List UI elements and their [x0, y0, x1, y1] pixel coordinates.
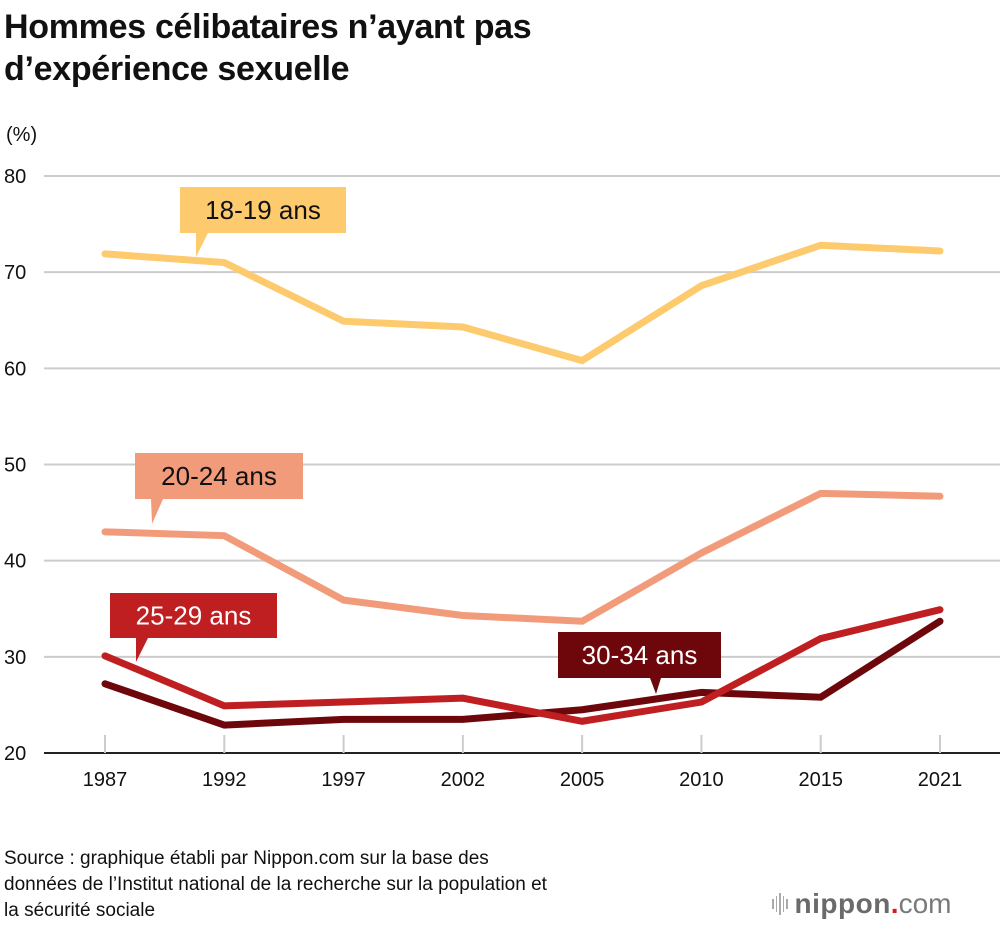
x-tick-label: 1997: [321, 769, 366, 791]
gridlines: [44, 175, 1000, 754]
series-label-18-19-ans: 18-19 ans: [180, 187, 346, 257]
y-tick-label: 40: [4, 551, 26, 573]
x-tick-label: 1987: [83, 769, 128, 791]
source-note: Source : graphique établi par Nippon.com…: [4, 846, 724, 924]
series-label-text: 18-19 ans: [205, 195, 321, 225]
series-label-30-34-ans: 30-34 ans: [558, 632, 721, 694]
series-line-18-19-ans: [101, 241, 944, 365]
logo-word: nippon: [794, 888, 891, 919]
series-label-text: 30-34 ans: [582, 640, 698, 670]
y-axis-unit-label: (%): [6, 124, 38, 146]
x-tick-label: 2021: [918, 769, 963, 791]
line-chart: 20 30 40 50 60 70 80 1987 1992 1997 2002 2005 2010 2…: [4, 166, 1000, 791]
x-tick-label: 1992: [202, 769, 247, 791]
y-tick-label: 50: [4, 455, 26, 477]
y-tick-label: 60: [4, 358, 26, 380]
series-line-20-24-ans: [101, 489, 944, 625]
series-line-25-29-ans: [101, 606, 944, 725]
logo-com: com: [898, 888, 952, 919]
y-tick-label: 70: [4, 262, 26, 284]
y-tick-label: 80: [4, 166, 26, 188]
x-tick-label: 2010: [679, 769, 724, 791]
x-axis-ticks: 1987 1992 1997 2002 2005 2010 2015 2021: [83, 735, 963, 791]
x-tick-label: 2002: [441, 769, 486, 791]
x-tick-label: 2015: [798, 769, 843, 791]
nippon-logo: nippon. com: [772, 888, 951, 920]
source-line-2: données de l’Institut national de la rec…: [4, 874, 547, 895]
series-label-text: 25-29 ans: [136, 601, 252, 631]
y-tick-label: 20: [4, 743, 26, 765]
x-tick-label: 2005: [560, 769, 605, 791]
logo-dot: .: [890, 888, 899, 919]
series-lines: [101, 241, 944, 729]
sound-bars-icon: [772, 893, 788, 915]
y-axis-ticks: 20 30 40 50 60 70 80: [4, 166, 26, 765]
source-line-1: Source : graphique établi par Nippon.com…: [4, 848, 489, 869]
series-label-text: 20-24 ans: [161, 461, 277, 491]
series-label-20-24-ans: 20-24 ans: [135, 453, 303, 524]
chart-title: Hommes célibataires n’ayant pas d’expéri…: [4, 8, 532, 88]
series-line-30-34-ans: [101, 617, 944, 729]
source-line-3: la sécurité sociale: [4, 900, 156, 921]
series-label-25-29-ans: 25-29 ans: [110, 593, 277, 662]
y-tick-label: 30: [4, 647, 26, 669]
series-labels: 18-19 ans 20-24 ans 25-29 ans 30-34 ans: [110, 187, 721, 694]
